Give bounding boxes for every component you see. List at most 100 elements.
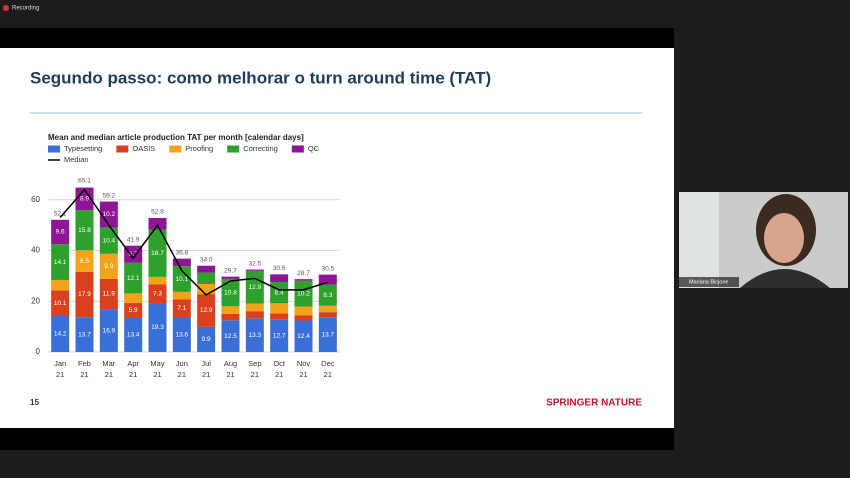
logo: SPRINGER NATURE	[546, 398, 642, 409]
x-tick-label: Dec 21	[321, 359, 335, 379]
median-line	[59, 188, 329, 296]
value-label: 5.9	[129, 307, 138, 314]
bar-segment	[75, 317, 94, 352]
value-label: 12.4	[297, 333, 310, 340]
bar-segment	[124, 262, 143, 294]
bar-segment	[294, 315, 313, 321]
value-label: 17.9	[78, 291, 91, 298]
value-label: 10.2	[103, 211, 116, 218]
legend-swatch	[227, 145, 240, 153]
legend-swatch	[116, 145, 129, 153]
bar-segment	[148, 276, 167, 285]
bar-segment	[148, 284, 167, 304]
total-label: 59.2	[103, 193, 116, 200]
webcam-tile: Mariana Bicjone	[679, 192, 848, 288]
total-label: 28.7	[297, 270, 310, 277]
value-label: 10.2	[297, 290, 310, 297]
bar-segment	[245, 311, 264, 319]
bar-segment	[75, 250, 94, 272]
bar-segment	[197, 294, 216, 327]
value-label: 12.9	[249, 284, 262, 291]
bar-segment	[245, 318, 264, 352]
bar-segment	[318, 317, 337, 352]
bar-segment	[99, 201, 118, 228]
bar-segment	[270, 274, 289, 282]
value-label: 8.4	[275, 289, 284, 296]
face	[764, 213, 804, 263]
value-label: 12.1	[127, 275, 140, 282]
bar-segment	[221, 320, 240, 352]
x-tick-label: Aug 21	[224, 359, 237, 379]
bar-segment	[124, 318, 143, 352]
x-tick-label: Nov 21	[297, 359, 311, 379]
total-label: 52.8	[151, 209, 164, 216]
x-tick-label: Jun 21	[176, 359, 188, 379]
total-label: 65.1	[78, 178, 91, 185]
y-tick-label: 40	[31, 246, 40, 255]
bar-segment	[99, 227, 118, 254]
value-label: 13.7	[322, 331, 335, 338]
slide-title: Segundo passo: como melhorar o turn arou…	[30, 68, 491, 87]
bar-segment	[245, 269, 264, 271]
bar-segment	[99, 278, 118, 310]
bar-segment	[270, 319, 289, 352]
value-label: 9.9	[104, 263, 113, 270]
value-label: 16.9	[103, 327, 116, 334]
total-label: 52.1	[54, 211, 67, 218]
value-label: 18.7	[151, 250, 164, 257]
value-label: 6.7	[129, 251, 138, 258]
bar-segment	[172, 317, 191, 352]
x-tick-label: May 21	[150, 359, 164, 379]
bar-segment	[172, 291, 191, 300]
y-tick-label: 60	[31, 195, 40, 204]
bar-segment	[75, 187, 94, 211]
page-number: 15	[30, 398, 39, 407]
legend-swatch	[291, 145, 304, 153]
legend-label: Proofing	[185, 144, 213, 153]
bar-segment	[270, 313, 289, 320]
total-label: 34.0	[200, 256, 213, 263]
legend-label: QC	[308, 144, 320, 153]
total-label: 30.5	[322, 265, 335, 272]
bar-segment	[294, 320, 313, 352]
bar-segment	[75, 210, 94, 251]
bar-segment	[245, 303, 264, 312]
x-tick-label: Sep 21	[248, 359, 261, 379]
recording-dot	[3, 5, 9, 11]
value-label: 10.1	[176, 276, 189, 283]
value-label: 12.5	[224, 333, 237, 340]
bar-segment	[221, 276, 240, 279]
bar-segment	[148, 218, 167, 230]
bar-segment	[197, 326, 216, 352]
legend-swatch	[48, 145, 60, 153]
value-label: 12.7	[273, 333, 286, 340]
bar-segment	[51, 279, 70, 291]
value-label: 10.4	[103, 237, 116, 244]
y-tick-label: 0	[36, 347, 41, 356]
x-tick-label: Oct 21	[273, 359, 286, 379]
bar-segment	[294, 280, 313, 307]
bar-segment	[197, 272, 216, 284]
x-tick-label: Mar 21	[102, 359, 115, 379]
bar-segment	[318, 305, 337, 313]
bar-segment	[51, 315, 70, 352]
total-label: 36.8	[176, 249, 189, 256]
bar-segment	[318, 312, 337, 318]
bar-segment	[221, 313, 240, 321]
bar-segment	[99, 309, 118, 352]
recording-label: Recording	[12, 6, 39, 12]
bar-segment	[51, 290, 70, 316]
total-label: 30.6	[273, 265, 286, 272]
bar-segment	[318, 284, 337, 306]
x-tick-label: Apr 21	[127, 359, 139, 379]
value-label: 7.1	[177, 305, 186, 312]
participant-name: Mariana Bicjone	[689, 279, 728, 285]
name-tag	[679, 277, 739, 287]
bar-segment	[51, 244, 70, 280]
bar-segment	[51, 219, 70, 245]
value-label: 14.2	[54, 331, 67, 338]
value-label: 13.6	[176, 331, 189, 338]
y-tick-label: 20	[31, 296, 40, 305]
